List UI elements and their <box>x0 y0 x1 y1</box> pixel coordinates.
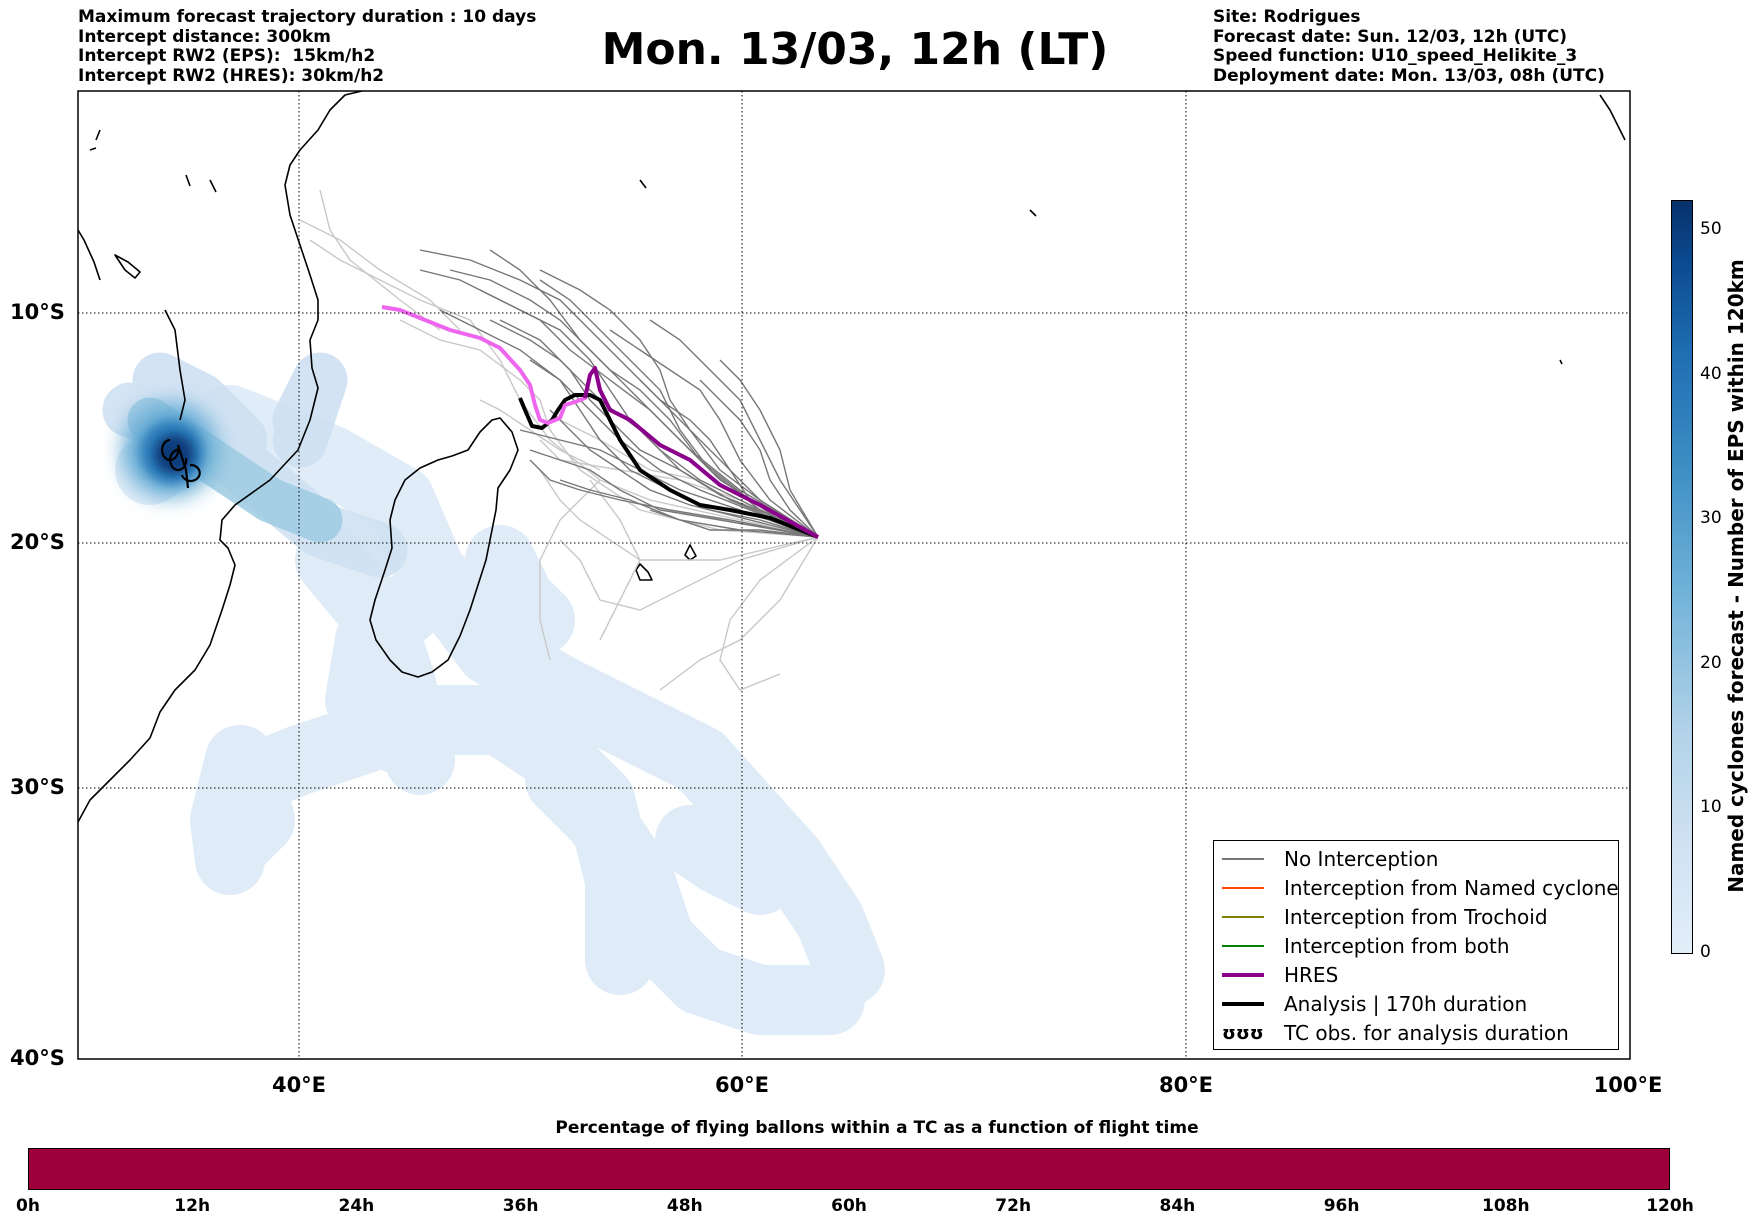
lon-label-40e: 40°E <box>271 1073 327 1097</box>
colorbar-tick-label: 10 <box>1700 797 1722 818</box>
map-legend: No Interception Interception from Named c… <box>1213 840 1619 1050</box>
tc-observation-symbols <box>161 438 201 489</box>
time-tick-label: 84h <box>1159 1196 1196 1216</box>
info-line: Intercept distance: 300km <box>78 26 331 47</box>
info-line: Intercept RW2 (EPS): 15km/h2 <box>78 46 376 66</box>
time-tick-label: 24h <box>338 1196 375 1216</box>
time-bar-title: Percentage of flying ballons within a TC… <box>555 1118 1199 1138</box>
colorbar-tick-label: 40 <box>1700 363 1722 384</box>
arabia-coast <box>78 229 101 281</box>
legend-swatch: ʊʊʊ <box>1222 1022 1264 1044</box>
time-tick-label: 48h <box>666 1196 703 1216</box>
time-tick-label: 0h <box>16 1196 40 1216</box>
time-tick-label: 120h <box>1646 1196 1694 1216</box>
legend-swatch <box>1222 887 1264 889</box>
lon-label-60e: 60°E <box>714 1073 770 1097</box>
graticule <box>78 91 1630 1059</box>
eps-trajectories <box>419 249 819 538</box>
lat-label-20s: 20°S <box>10 530 65 554</box>
info-line: Speed function: U10_speed_Helikite_3 <box>1213 46 1578 66</box>
time-tick-label: 96h <box>1323 1196 1360 1216</box>
colorbar <box>1671 200 1693 954</box>
colorbar-tick-label: 30 <box>1700 508 1722 529</box>
legend-label: Analysis | 170h duration <box>1284 992 1528 1016</box>
legend-label: TC obs. for analysis duration <box>1284 1021 1569 1045</box>
legend-swatch <box>1222 973 1264 977</box>
time-tick-label: 12h <box>174 1196 211 1216</box>
madagascar-coast <box>369 417 519 678</box>
legend-label: Interception from both <box>1284 934 1510 958</box>
map-title: Mon. 13/03, 12h (LT) <box>601 24 1109 75</box>
forecast-parameters-left: Maximum forecast trajectory duration : 1… <box>78 7 537 86</box>
cyclone-density-shading <box>102 352 885 1035</box>
legend-label: Interception from Named cyclone <box>1284 876 1619 900</box>
legend-item: Analysis | 170h duration <box>1222 991 1527 1017</box>
legend-item: HRES <box>1222 962 1338 988</box>
hres-track <box>381 305 819 539</box>
info-line: Intercept RW2 (HRES): 30km/h2 <box>78 65 385 86</box>
legend-label: Interception from Trochoid <box>1284 905 1548 929</box>
time-tick-label: 60h <box>831 1196 867 1216</box>
colorbar-tick-label: 20 <box>1700 652 1722 673</box>
legend-item: ʊʊʊ TC obs. for analysis duration <box>1222 1020 1569 1046</box>
legend-item: Interception from Named cyclone <box>1222 875 1619 901</box>
lon-label-100e: 100°E <box>1593 1073 1663 1097</box>
legend-swatch <box>1222 916 1264 918</box>
time-bar <box>28 1148 1670 1190</box>
info-line: Forecast date: Sun. 12/03, 12h (UTC) <box>1213 26 1568 47</box>
colorbar-tick-label: 50 <box>1700 218 1722 239</box>
time-tick-label: 36h <box>502 1196 539 1216</box>
legend-swatch <box>1222 858 1264 860</box>
info-line: Deployment date: Mon. 13/03, 08h (UTC) <box>1213 65 1605 86</box>
colorbar-tick-label: 0 <box>1700 942 1711 962</box>
map-frame <box>77 90 1631 1060</box>
legend-swatch <box>1222 945 1264 947</box>
lat-label-40s: 40°S <box>10 1046 65 1070</box>
coastlines <box>78 91 1626 823</box>
legend-item: Interception from both <box>1222 933 1510 959</box>
legend-label: No Interception <box>1284 847 1439 871</box>
colorbar-label: Named cyclones forecast - Number of EPS … <box>1724 259 1748 893</box>
info-line: Site: Rodrigues <box>1213 7 1361 27</box>
time-tick-label: 108h <box>1482 1196 1530 1216</box>
lat-label-30s: 30°S <box>10 775 65 799</box>
legend-label: HRES <box>1284 963 1339 987</box>
forecast-parameters-right: Site: Rodrigues Forecast date: Sun. 12/0… <box>1213 7 1605 86</box>
lat-label-10s: 10°S <box>10 300 65 324</box>
time-tick-label: 72h <box>995 1196 1032 1216</box>
legend-swatch <box>1222 1002 1264 1006</box>
lon-label-80e: 80°E <box>1158 1073 1214 1097</box>
legend-item: No Interception <box>1222 846 1438 872</box>
analysis-track <box>518 393 819 539</box>
legend-item: Interception from Trochoid <box>1222 904 1548 930</box>
africa-coast <box>78 91 363 823</box>
info-line: Maximum forecast trajectory duration : 1… <box>78 7 537 27</box>
